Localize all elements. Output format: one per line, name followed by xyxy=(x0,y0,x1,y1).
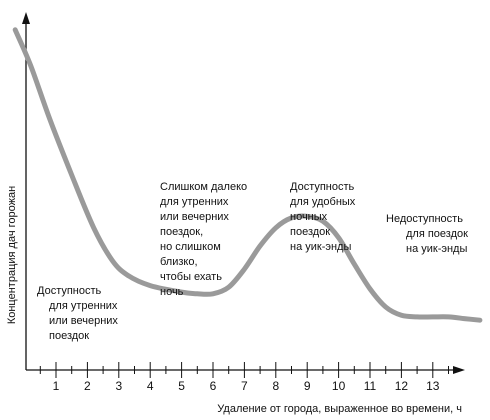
x-tick-labels: 1 2 3 4 5 6 7 8 9 10 11 12 13 xyxy=(53,379,440,393)
annotation: Недоступность для поездок на уик-энды xyxy=(386,213,468,255)
annotation-line: поездок xyxy=(290,226,330,238)
annotation-line: на уик-энды xyxy=(290,241,351,253)
x-tick-label: 11 xyxy=(364,379,377,393)
annotation-line: поездок, xyxy=(160,226,203,238)
axes xyxy=(22,12,465,374)
annotations: Доступность для утренних или вечерних поезд… xyxy=(37,181,468,342)
annotation-line: для удобных xyxy=(290,196,356,208)
x-tick-label: 2 xyxy=(84,379,91,393)
annotation-line: для утренних xyxy=(160,196,229,208)
annotation-line: Доступность xyxy=(37,285,102,297)
annotation-line: Доступность xyxy=(290,181,355,193)
annotation-line: ночных xyxy=(290,211,328,223)
series-line xyxy=(12,27,483,323)
annotation-line: ночь xyxy=(160,286,184,298)
x-tick-label: 3 xyxy=(115,379,122,393)
annotation-line: чтобы ехать xyxy=(160,271,222,283)
annotation-line: или вечерних xyxy=(160,211,229,223)
x-tick-label: 10 xyxy=(332,379,346,393)
x-ticks xyxy=(39,362,449,378)
annotation-line: но слишком xyxy=(160,241,221,253)
x-tick-label: 1 xyxy=(53,379,60,393)
x-tick-label: 4 xyxy=(147,379,154,393)
x-tick-label: 8 xyxy=(272,379,279,393)
x-axis-arrow xyxy=(453,366,465,374)
x-tick-label: 9 xyxy=(304,379,311,393)
annotation: Доступность для удобных ночных поездок на уи… xyxy=(290,181,356,253)
annotation-line: Недоступность xyxy=(386,213,463,225)
annotation-line: для утренних xyxy=(49,300,118,312)
annotation-line: на уик-энды xyxy=(406,243,467,255)
y-axis-arrow xyxy=(22,12,30,24)
y-axis-label: Концентрация дач горожан xyxy=(6,186,18,324)
x-axis-label: Удаление от города, выраженное во времен… xyxy=(217,403,462,415)
x-tick-label: 12 xyxy=(395,379,409,393)
x-tick-label: 6 xyxy=(210,379,217,393)
x-tick-label: 7 xyxy=(241,379,248,393)
annotation: Слишком далеко для утренних или вечерних по… xyxy=(160,181,247,298)
annotation: Доступность для утренних или вечерних поезд… xyxy=(37,285,118,342)
annotation-line: или вечерних xyxy=(49,315,118,327)
x-tick-label: 5 xyxy=(178,379,185,393)
x-tick-label: 13 xyxy=(426,379,440,393)
annotation-line: близко, xyxy=(160,256,198,268)
annotation-line: для поездок xyxy=(406,228,468,240)
annotation-line: Слишком далеко xyxy=(160,181,247,193)
annotation-line: поездок xyxy=(49,330,89,342)
